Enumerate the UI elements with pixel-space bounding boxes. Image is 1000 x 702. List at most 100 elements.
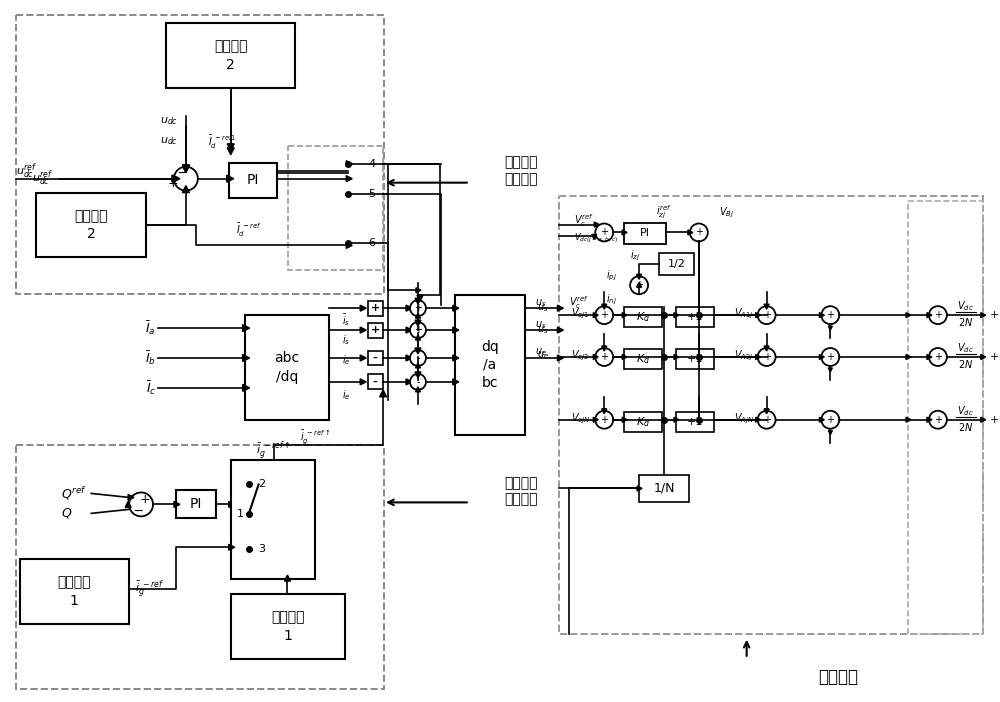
Polygon shape: [981, 355, 986, 359]
Polygon shape: [406, 355, 412, 361]
Text: $i_e$: $i_e$: [342, 353, 351, 367]
Polygon shape: [906, 312, 911, 317]
Text: $2N$: $2N$: [958, 316, 973, 328]
Bar: [676, 307, 714, 327]
Text: $\bar{I}_b$: $\bar{I}_b$: [145, 349, 156, 366]
Text: $u_{dc}^{ref}$: $u_{dc}^{ref}$: [32, 169, 53, 188]
Polygon shape: [756, 355, 761, 359]
Polygon shape: [981, 417, 986, 422]
Circle shape: [595, 223, 613, 241]
Polygon shape: [594, 222, 599, 227]
Polygon shape: [406, 305, 412, 311]
Polygon shape: [346, 176, 352, 182]
Text: +: +: [763, 352, 771, 362]
Text: +: +: [371, 303, 380, 313]
Polygon shape: [828, 431, 832, 435]
Text: $u_s$: $u_s$: [537, 324, 549, 336]
Text: $V_{A2j}$: $V_{A2j}$: [734, 349, 753, 363]
Text: $V_{Bj}$: $V_{Bj}$: [719, 206, 734, 220]
Polygon shape: [229, 501, 235, 508]
Polygon shape: [415, 335, 420, 340]
Polygon shape: [182, 185, 189, 192]
Polygon shape: [172, 176, 179, 183]
Bar: [624, 223, 666, 244]
Text: +: +: [600, 352, 608, 362]
Text: +: +: [414, 325, 422, 335]
Text: +: +: [600, 310, 608, 320]
Text: $K_d$: $K_d$: [636, 352, 650, 366]
Polygon shape: [593, 312, 598, 317]
Polygon shape: [906, 355, 911, 359]
Polygon shape: [182, 165, 189, 172]
Text: $u_{dc}$: $u_{dc}$: [160, 115, 178, 127]
Text: 5: 5: [368, 189, 375, 199]
Circle shape: [821, 306, 839, 324]
Polygon shape: [819, 312, 824, 317]
Text: $\bar{I}_c$: $\bar{I}_c$: [146, 379, 156, 397]
Circle shape: [129, 492, 153, 517]
Text: $\bar{i}_g^{\ -ref}$: $\bar{i}_g^{\ -ref}$: [135, 578, 164, 600]
Text: $u_s$: $u_s$: [535, 297, 546, 309]
Text: $u_e$: $u_e$: [537, 349, 550, 361]
Text: $2N$: $2N$: [958, 358, 973, 370]
Polygon shape: [927, 355, 932, 359]
Polygon shape: [602, 304, 607, 309]
Bar: [368, 300, 383, 316]
Text: $V_{cj1}$: $V_{cj1}$: [571, 307, 589, 322]
Circle shape: [595, 306, 613, 324]
Text: +: +: [990, 352, 999, 362]
Polygon shape: [417, 296, 423, 301]
Text: $K_d$: $K_d$: [636, 310, 650, 324]
Circle shape: [630, 277, 648, 294]
Polygon shape: [637, 274, 642, 279]
Text: +1: +1: [687, 417, 703, 427]
Circle shape: [758, 306, 776, 324]
Polygon shape: [756, 417, 761, 422]
Text: dq
/a
bc: dq /a bc: [481, 340, 499, 390]
Text: 3: 3: [259, 544, 266, 554]
Text: +: +: [826, 415, 834, 425]
Polygon shape: [360, 355, 366, 361]
Circle shape: [174, 167, 198, 191]
Text: 4: 4: [368, 159, 375, 168]
Bar: [229, 163, 277, 197]
Circle shape: [929, 348, 947, 366]
Text: $\bar{I}_a$: $\bar{I}_a$: [145, 319, 156, 337]
Text: +1: +1: [687, 312, 703, 322]
Text: $\bar{i}_g^{\ -ref\uparrow}$: $\bar{i}_g^{\ -ref\uparrow}$: [256, 441, 291, 463]
Polygon shape: [453, 379, 459, 385]
Circle shape: [758, 348, 776, 366]
Bar: [624, 349, 662, 369]
Polygon shape: [906, 417, 911, 422]
Polygon shape: [622, 417, 627, 422]
Text: 1/2: 1/2: [668, 259, 685, 270]
Bar: [245, 315, 329, 420]
Text: $u_e$: $u_e$: [535, 346, 547, 358]
Text: $V_{AjN}$: $V_{AjN}$: [734, 411, 754, 426]
Text: 控制逻辑
2: 控制逻辑 2: [214, 39, 247, 72]
Bar: [908, 201, 983, 634]
Bar: [639, 475, 689, 503]
Polygon shape: [415, 313, 420, 318]
Text: $V_c^{ref}$: $V_c^{ref}$: [569, 294, 589, 310]
Polygon shape: [819, 355, 824, 359]
Text: +: +: [695, 227, 703, 237]
Text: 6: 6: [368, 239, 375, 249]
Text: 1: 1: [237, 510, 244, 519]
Text: $\bar{I}_d^{\ -ref}$: $\bar{I}_d^{\ -ref}$: [236, 222, 262, 239]
Text: +: +: [635, 280, 643, 290]
Text: $2N$: $2N$: [958, 420, 973, 432]
Polygon shape: [674, 417, 679, 422]
Polygon shape: [380, 390, 387, 397]
Circle shape: [410, 374, 426, 390]
Text: 计算模块
1: 计算模块 1: [58, 576, 91, 608]
Polygon shape: [764, 304, 769, 309]
Polygon shape: [173, 176, 180, 183]
Polygon shape: [229, 544, 235, 550]
Polygon shape: [674, 312, 679, 317]
Polygon shape: [557, 327, 563, 333]
Polygon shape: [828, 368, 832, 372]
Circle shape: [821, 411, 839, 429]
Text: $i_e$: $i_e$: [342, 388, 351, 402]
Text: $i_{zj}^{ref}$: $i_{zj}^{ref}$: [656, 204, 672, 221]
